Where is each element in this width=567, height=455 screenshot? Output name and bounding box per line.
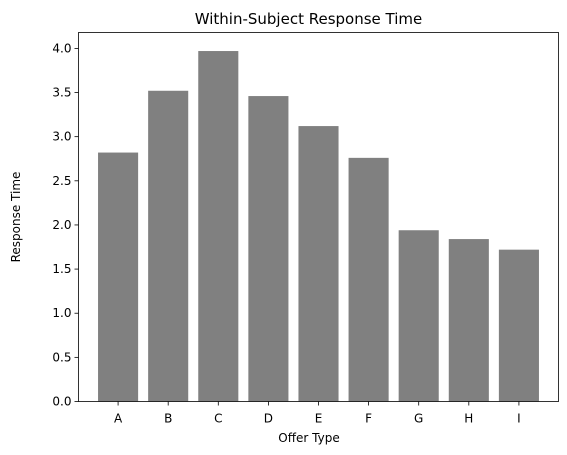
bar-g: [398, 230, 439, 402]
bar-b: [148, 90, 189, 402]
bar-i: [498, 249, 539, 402]
y-axis-label: Response Time: [9, 172, 23, 263]
plot-area: [78, 32, 559, 402]
x-tick-label-g: G: [414, 412, 423, 426]
x-tick-label-b: B: [164, 412, 172, 426]
x-tick-label-i: I: [517, 412, 521, 426]
y-axis: 0.0 0.5 1.0 1.5 2.0 2.5 3.0 3.5 4.0: [52, 41, 79, 409]
y-tick-label: 3.0: [52, 130, 71, 144]
bar-a: [98, 152, 139, 402]
y-tick-label: 0.0: [52, 395, 71, 409]
x-tick-label-f: F: [365, 412, 372, 426]
y-tick-label: 1.5: [52, 262, 71, 276]
bar-f: [348, 157, 389, 402]
bar-c: [198, 51, 239, 402]
y-tick-label: 0.5: [52, 350, 71, 364]
x-axis: A B C D E F G H I: [114, 401, 521, 426]
bar-h: [448, 239, 489, 402]
x-axis-label: Offer Type: [278, 431, 339, 445]
x-tick-label-c: C: [214, 412, 222, 426]
y-tick-label: 1.0: [52, 306, 71, 320]
bar-d: [248, 96, 289, 402]
chart-title: Within-Subject Response Time: [195, 10, 423, 28]
x-tick-label-h: H: [464, 412, 473, 426]
bar-e: [298, 126, 339, 402]
x-tick-label-d: D: [264, 412, 273, 426]
x-tick-label-a: A: [114, 412, 123, 426]
bars-group: [98, 51, 539, 402]
x-tick-label-e: E: [315, 412, 323, 426]
y-tick-label: 4.0: [52, 41, 71, 55]
y-tick-label: 2.0: [52, 218, 71, 232]
y-tick-label: 3.5: [52, 86, 71, 100]
y-tick-label: 2.5: [52, 174, 71, 188]
